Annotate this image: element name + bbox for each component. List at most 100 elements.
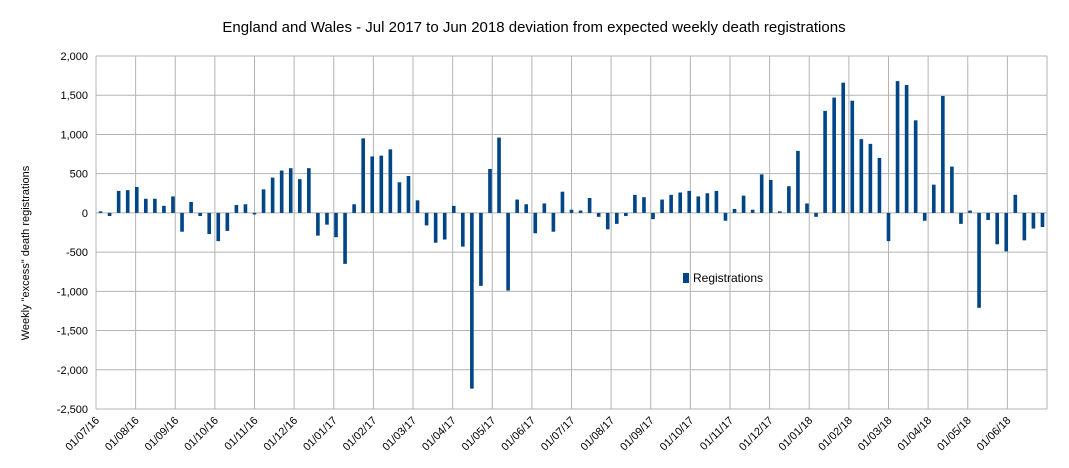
x-tick-label: 01/09/17 (618, 415, 657, 454)
bar (723, 212, 728, 221)
bar (488, 168, 492, 213)
bar (596, 212, 601, 217)
bar (587, 197, 592, 213)
x-tick-label: 01/05/17 (460, 415, 499, 454)
bar (959, 212, 963, 224)
bar (171, 196, 175, 213)
x-tick-label: 01/05/18 (935, 415, 974, 454)
bar (651, 212, 655, 220)
bar (243, 204, 248, 213)
legend-label: Registrations (693, 271, 763, 285)
bar (415, 200, 420, 213)
bar (977, 212, 981, 308)
bar (451, 205, 456, 213)
bar (913, 120, 918, 213)
x-tick-label: 01/04/17 (420, 415, 459, 454)
bar (687, 190, 692, 213)
bar (642, 197, 646, 213)
bar (995, 212, 999, 245)
bar (406, 176, 411, 213)
x-tick-label: 01/11/16 (222, 415, 260, 453)
bar (497, 137, 501, 213)
bar (768, 179, 773, 213)
legend: Registrations (683, 271, 763, 285)
y-axis-label: Weekly "excess" death registrations (20, 165, 32, 340)
bar (714, 190, 719, 213)
bar (850, 100, 855, 213)
bar (578, 210, 583, 213)
bar (307, 168, 311, 213)
bar (986, 212, 990, 220)
bar (660, 199, 664, 213)
bar (1031, 212, 1036, 229)
bar (832, 97, 836, 213)
bar (225, 212, 230, 231)
x-tick-label: 01/06/18 (975, 415, 1014, 454)
bar (787, 186, 791, 213)
bar (877, 157, 882, 213)
y-tick-label: -1,500 (57, 326, 88, 338)
bar (805, 203, 809, 213)
bar (678, 192, 682, 213)
bar (343, 212, 347, 264)
y-tick-label: 0 (82, 208, 88, 220)
chart-title: England and Wales - Jul 2017 to Jun 2018… (222, 19, 845, 36)
bar (669, 194, 673, 213)
bar (796, 150, 800, 213)
bar (216, 212, 221, 242)
bar (605, 212, 610, 230)
bar (379, 155, 384, 213)
bar (968, 210, 972, 213)
bar (125, 190, 130, 213)
bar (252, 212, 257, 215)
bar (931, 184, 936, 213)
bar (778, 211, 782, 213)
bar (325, 212, 329, 225)
bar (732, 208, 737, 213)
bar (424, 212, 429, 226)
bar (297, 179, 302, 213)
y-tick-label: -2,000 (57, 365, 88, 377)
bar (1040, 212, 1045, 228)
x-tick-label: 01/01/17 (301, 415, 340, 454)
bar (515, 199, 519, 213)
y-tick-label: 2,000 (60, 51, 88, 63)
bar (868, 143, 873, 213)
legend-swatch (683, 273, 689, 283)
x-tick-label: 01/07/17 (539, 415, 578, 454)
bar (162, 205, 166, 213)
bar (533, 212, 538, 234)
bar (461, 212, 465, 247)
bar (551, 212, 556, 232)
bar (941, 96, 945, 213)
bar (352, 204, 356, 213)
bar (361, 138, 365, 213)
bar (98, 211, 103, 213)
bar (388, 149, 393, 213)
bar (1004, 212, 1009, 252)
bar (542, 203, 547, 213)
x-tick-label: 01/10/17 (658, 415, 697, 454)
bar (569, 209, 574, 213)
bar (153, 198, 157, 213)
bar (633, 194, 637, 213)
x-tick-label: 01/02/17 (341, 415, 380, 454)
bar-series (98, 81, 1045, 389)
bar (814, 212, 818, 217)
y-tick-label: 1,500 (60, 90, 88, 102)
y-tick-label: 1,000 (60, 129, 88, 141)
y-tick-label: 500 (70, 169, 88, 181)
x-tick-label: 01/06/17 (499, 415, 538, 454)
bar (144, 198, 148, 213)
y-tick-label: -2,500 (57, 404, 88, 416)
bar (1013, 194, 1018, 213)
x-tick-label: 01/03/18 (856, 415, 895, 454)
bar (750, 209, 755, 213)
bar (859, 139, 864, 213)
bar (234, 205, 239, 213)
bar (904, 85, 909, 213)
bar (470, 212, 474, 389)
bar (524, 204, 529, 213)
